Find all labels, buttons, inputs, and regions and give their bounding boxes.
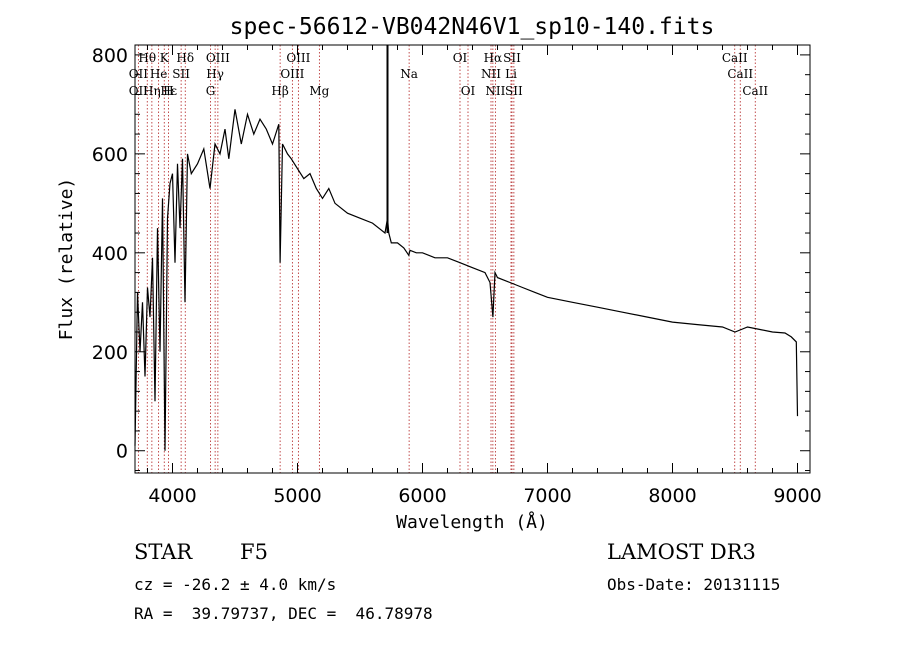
line-label: Hθ xyxy=(138,51,156,65)
y-tick-label: 600 xyxy=(92,144,128,166)
chart-title: spec-56612-VB042N46V1_sp10-140.fits xyxy=(230,14,715,40)
x-tick-label: 7000 xyxy=(523,485,571,507)
x-tick-label: 9000 xyxy=(773,485,821,507)
y-axis: 0 200 400 600 800 xyxy=(92,45,810,472)
line-label: OI xyxy=(461,84,476,98)
y-axis-label: Flux (relative) xyxy=(56,178,77,341)
y-tick-label: 0 xyxy=(116,441,128,463)
y-tick-label: 800 xyxy=(92,45,128,67)
line-label: Na xyxy=(400,67,418,81)
line-label: He xyxy=(150,67,168,81)
line-label: NII xyxy=(485,84,505,98)
line-label: Hε xyxy=(160,84,177,98)
line-label: Li xyxy=(505,67,517,81)
line-label: CaII xyxy=(742,84,768,98)
line-label: NII xyxy=(481,67,501,81)
object-subclass: F5 xyxy=(240,540,268,564)
line-label: SII xyxy=(172,67,190,81)
line-label: OII xyxy=(129,67,149,81)
x-axis-label: Wavelength (Å) xyxy=(396,511,548,533)
line-label: CaII xyxy=(727,67,753,81)
line-label: OIII xyxy=(280,67,304,81)
line-label: Mg xyxy=(309,84,329,98)
line-label: OIII xyxy=(206,51,230,65)
obs-date: Obs-Date: 20131115 xyxy=(607,575,781,594)
survey-name: LAMOST DR3 xyxy=(607,540,756,564)
redshift-text: cz = -26.2 ± 4.0 km/s xyxy=(134,575,337,594)
line-label: G xyxy=(206,84,216,98)
x-axis: 4000 5000 6000 7000 8000 9000 xyxy=(147,45,822,507)
line-label: Hδ xyxy=(176,51,194,65)
line-label: SII xyxy=(505,84,523,98)
line-markers xyxy=(137,45,756,473)
line-label: OII xyxy=(129,84,149,98)
y-tick-label: 200 xyxy=(92,342,128,364)
y-tick-label: 400 xyxy=(92,243,128,265)
line-label: CaII xyxy=(722,51,748,65)
x-tick-label: 6000 xyxy=(398,485,446,507)
x-tick-label: 5000 xyxy=(273,485,321,507)
line-label: Hγ xyxy=(206,67,224,81)
x-tick-label: 4000 xyxy=(148,485,196,507)
spectrum-line xyxy=(134,109,799,451)
line-label: Hα xyxy=(484,51,503,65)
object-class: STAR xyxy=(134,540,193,564)
line-label: Hη xyxy=(143,84,161,98)
x-tick-label: 8000 xyxy=(648,485,696,507)
line-label: Hβ xyxy=(271,84,288,98)
plot-frame xyxy=(134,44,811,474)
line-label: OI xyxy=(453,51,468,65)
line-label: SII xyxy=(503,51,521,65)
line-label: K xyxy=(160,51,170,65)
coordinates: RA = 39.79737, DEC = 46.78978 xyxy=(134,604,433,623)
line-label: OIII xyxy=(286,51,310,65)
line-label: H xyxy=(163,84,173,98)
